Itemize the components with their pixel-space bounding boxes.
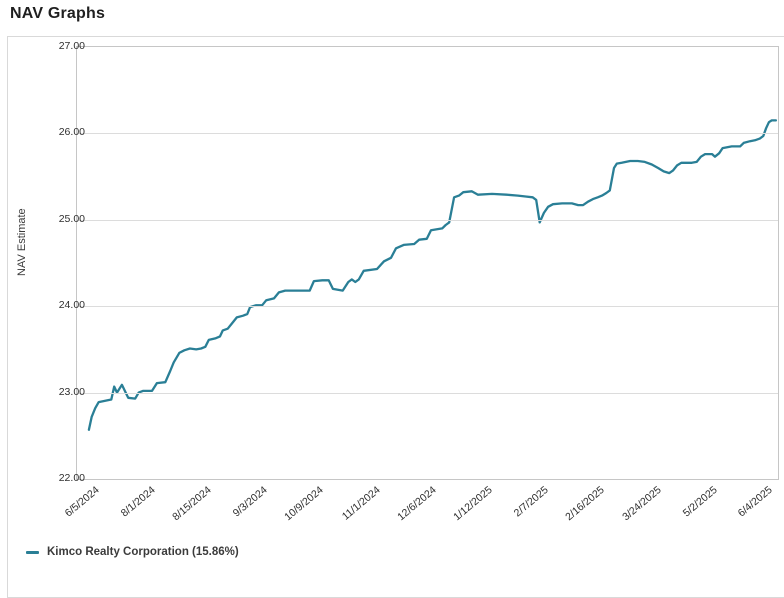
x-tick-label: 2/16/2025 — [563, 484, 608, 524]
x-tick-label: 8/1/2024 — [118, 484, 158, 520]
x-tick-label: 6/5/2024 — [62, 484, 102, 520]
x-tick-label: 2/7/2025 — [511, 484, 551, 520]
x-tick-label: 12/6/2024 — [395, 484, 439, 524]
gridline — [77, 219, 778, 221]
x-tick-label: 6/4/2025 — [735, 484, 775, 520]
x-tick-label: 3/24/2025 — [620, 484, 664, 524]
x-tick-label: 1/12/2025 — [451, 484, 495, 524]
legend-item[interactable]: Kimco Realty Corporation (15.86%) — [26, 546, 239, 558]
gridline — [77, 306, 778, 308]
legend-line-swatch — [26, 550, 39, 554]
y-tick-label: 25.00 — [58, 212, 85, 225]
y-tick-label: 26.00 — [58, 126, 85, 139]
y-tick-label: 24.00 — [58, 299, 85, 312]
legend-label: Kimco Realty Corporation (15.86%) — [47, 546, 239, 558]
gridline — [77, 133, 778, 135]
x-tick-label: 8/15/2024 — [170, 484, 214, 524]
y-tick-label: 22.00 — [58, 472, 85, 484]
plot-area[interactable] — [76, 46, 779, 480]
x-tick-label: 10/9/2024 — [282, 484, 326, 524]
nav-line-svg — [87, 119, 778, 431]
chart-card: NAV Estimate 27.00 26.00 25.00 24.00 23.00 22… — [7, 36, 784, 598]
page-title: NAV Graphs — [10, 5, 106, 22]
x-tick-label: 9/3/2024 — [230, 484, 270, 520]
nav-line — [87, 119, 778, 431]
gridline — [77, 392, 778, 394]
y-tick-label: 23.00 — [58, 385, 85, 398]
y-axis-title: NAV Estimate — [16, 208, 28, 276]
x-tick-label: 5/2/2025 — [680, 484, 720, 520]
y-tick-label: 27.00 — [58, 40, 85, 52]
x-tick-label: 11/1/2024 — [339, 484, 383, 523]
